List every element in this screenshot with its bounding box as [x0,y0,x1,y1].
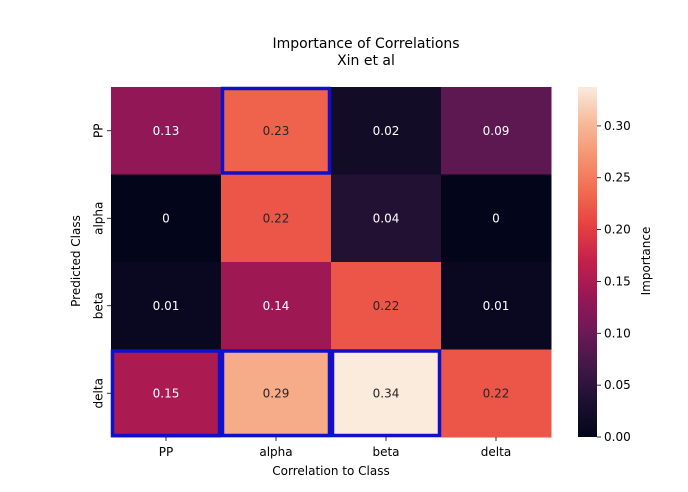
heatmap-cell [221,262,332,350]
highlight-box [330,349,442,438]
heatmap-cell [221,349,332,438]
y-axis-label: Predicted Class [69,215,83,307]
highlight-boxes [110,86,442,438]
x-tick-label: beta [372,445,399,459]
heatmap-cell [441,262,552,350]
colorbar [578,87,597,437]
cell-value-label: 0.23 [263,124,290,138]
x-axis-label: Correlation to Class [272,464,389,478]
heatmap-cell [111,349,222,438]
cell-value-label: 0.22 [483,386,510,400]
cell-value-label: 0.04 [373,211,400,225]
chart-title: Importance of Correlations [272,36,459,52]
colorbar-tick-label: 0.20 [604,223,631,237]
colorbar-ticks: 0.00 0.05 0.10 0.15 0.20 0.25 0.30 [597,119,631,444]
x-axis-ticks: PP alpha beta delta [159,437,511,459]
heatmap-cell [111,87,222,175]
heatmap-cell [331,87,442,175]
highlight-box [110,349,222,438]
colorbar-tick-label: 0.05 [604,378,631,392]
colorbar-tick-label: 0.30 [604,119,631,133]
heatmap-cell [441,349,552,438]
y-tick-label: delta [92,378,106,408]
heatmap-cell [441,174,552,263]
cell-value-label: 0.09 [483,124,510,138]
x-tick-label: alpha [259,445,292,459]
heatmap-cell [331,349,442,438]
cell-value-label: 0.22 [373,299,400,313]
cell-value-label: 0.01 [483,299,510,313]
colorbar-tick-label: 0.10 [604,326,631,340]
cell-value-label: 0.34 [373,386,400,400]
colorbar-tick-label: 0.15 [604,274,631,288]
cell-value-label: 0.29 [263,386,290,400]
chart-subtitle: Xin et al [337,53,395,69]
cell-value-label: 0 [492,211,500,225]
y-tick-label: beta [92,292,106,319]
colorbar-tick-label: 0.00 [604,430,631,444]
y-tick-label: PP [92,124,106,138]
heatmap-cell [111,262,222,350]
heatmap-cell [111,174,222,263]
heatmap-cell [221,174,332,263]
y-tick-label: alpha [92,202,106,235]
x-tick-label: PP [159,445,173,459]
heatmap-cell-labels: 0.13 0.23 0.02 0.09 0 0.22 0.04 0 0.01 0.14 0.22 0.… [153,124,510,401]
cell-value-label: 0.13 [153,124,180,138]
cell-value-label: 0 [162,211,170,225]
x-tick-label: delta [481,445,511,459]
colorbar-label: Importance [639,227,653,296]
highlight-box [220,86,332,175]
colorbar-tick-label: 0.25 [604,171,631,185]
heatmap-cell [331,262,442,350]
highlight-box [220,349,332,438]
y-axis-ticks: PP alpha beta delta [92,124,111,408]
cell-value-label: 0.22 [263,211,290,225]
heatmap-cell [221,87,332,175]
heatmap-cell [441,87,552,175]
heatmap-cell [331,174,442,263]
cell-value-label: 0.14 [263,299,290,313]
cell-value-label: 0.01 [153,299,180,313]
cell-value-label: 0.15 [153,386,180,400]
heatmap-cells [111,87,552,438]
cell-value-label: 0.02 [373,124,400,138]
